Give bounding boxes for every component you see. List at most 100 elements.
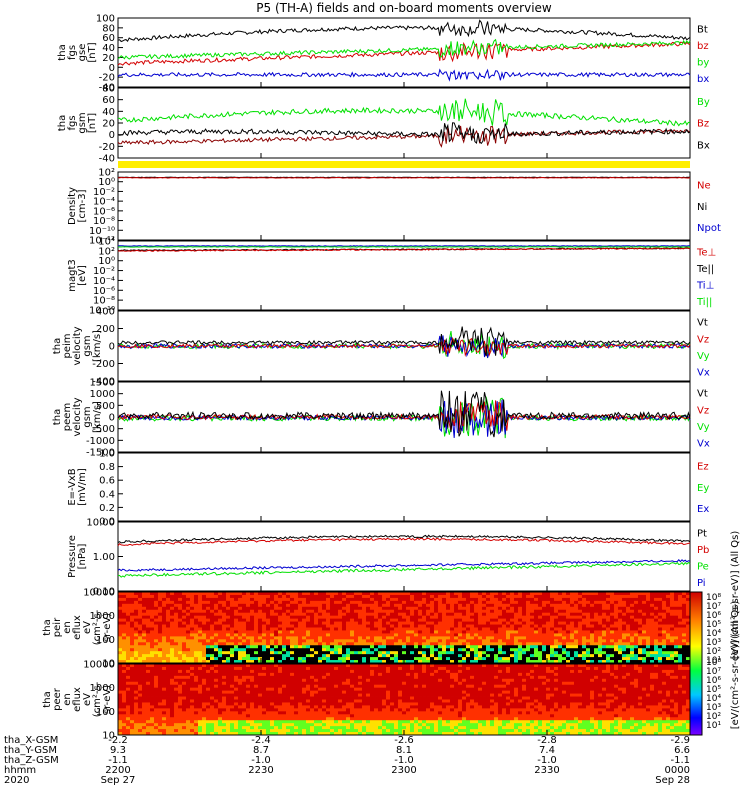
spectrogram-cell [158, 702, 163, 706]
spectrogram-cell [282, 705, 287, 709]
spectrogram-cell [250, 693, 255, 697]
spectrogram-cell [202, 633, 207, 637]
spectrogram-cell [178, 633, 183, 637]
spectrogram-cell [298, 684, 303, 689]
spectrogram-cell [298, 606, 303, 611]
spectrogram-cell [146, 681, 151, 686]
spectrogram-cell [450, 651, 455, 655]
spectrogram-cell [614, 615, 619, 620]
y-tick-label: 60 [102, 33, 115, 44]
spectrogram-cell [438, 627, 443, 631]
spectrogram-cell [474, 624, 479, 628]
spectrogram-cell [122, 690, 127, 694]
spectrogram-cell [546, 660, 551, 664]
spectrogram-cell [674, 645, 679, 649]
spectrogram-cell [562, 648, 567, 652]
spectrogram-cell [282, 732, 287, 736]
spectrogram-cell [262, 687, 267, 692]
spectrogram-cell [542, 621, 547, 625]
spectrogram-cell [482, 648, 487, 652]
spectrogram-cell [466, 621, 471, 625]
spectrogram-cell [358, 654, 363, 658]
spectrogram-cell [642, 594, 647, 599]
spectrogram-cell [234, 624, 239, 628]
spectrogram-cell [514, 633, 519, 637]
spectrogram-cell [170, 592, 175, 596]
spectrogram-cell [530, 618, 535, 622]
spectrogram-cell [574, 612, 579, 617]
spectrogram-cell [546, 627, 551, 631]
spectrogram-cell [298, 600, 303, 605]
spectrogram-cell [406, 645, 411, 649]
spectrogram-cell [242, 621, 247, 625]
spectrogram-cell [318, 651, 323, 655]
spectrogram-cell [122, 648, 127, 652]
spectrogram-cell [398, 654, 403, 658]
spectrogram-cell [542, 645, 547, 649]
spectrogram-cell [302, 672, 307, 677]
spectrogram-cell [334, 654, 339, 658]
spectrogram-cell [286, 639, 291, 643]
spectrogram-cell [622, 592, 627, 596]
spectrogram-cell [238, 597, 243, 602]
spectrogram-cell [622, 603, 627, 608]
spectrogram-cell [374, 615, 379, 620]
spectrogram-cell [594, 651, 599, 655]
spectrogram-cell [310, 672, 315, 677]
spectrogram-cell [306, 606, 311, 611]
spectrogram-cell [166, 633, 171, 637]
spectrogram-cell [174, 615, 179, 620]
spectrogram-cell [434, 615, 439, 620]
spectrogram-cell [218, 621, 223, 625]
spectrogram-cell [614, 630, 619, 634]
spectrogram-cell [322, 669, 327, 674]
spectrogram-cell [434, 603, 439, 608]
spectrogram-cell [278, 597, 283, 602]
spectrogram-cell [198, 630, 203, 634]
spectrogram-cell [310, 648, 315, 652]
spectrogram-cell [122, 708, 127, 712]
spectrogram-cell [142, 681, 147, 686]
spectrogram-cell [286, 633, 291, 637]
spectrogram-cell [194, 621, 199, 625]
spectrogram-cell [518, 654, 523, 658]
spectrogram-cell [202, 615, 207, 620]
spectrogram-cell [558, 612, 563, 617]
spectrogram-cell [638, 657, 643, 661]
spectrogram-cell [178, 696, 183, 700]
spectrogram-cell [406, 648, 411, 652]
spectrogram-cell [214, 726, 219, 730]
spectrogram-cell [266, 687, 271, 692]
spectrogram-cell [378, 633, 383, 637]
spectrogram-cell [554, 627, 559, 631]
spectrogram-cell [274, 636, 279, 640]
spectrogram-cell [222, 630, 227, 634]
spectrogram-cell [538, 660, 543, 664]
spectrogram-cell [178, 690, 183, 694]
spectrogram-cell [534, 609, 539, 614]
spectrogram-cell [118, 612, 123, 617]
spectrogram-cell [130, 681, 135, 686]
spectrogram-cell [266, 720, 271, 724]
spectrogram-cell [426, 642, 431, 646]
spectrogram-cell [210, 726, 215, 730]
spectrogram-cell [158, 645, 163, 649]
spectrogram-cell [190, 664, 195, 668]
spectrogram-cell [194, 618, 199, 622]
spectrogram-cell [282, 669, 287, 674]
spectrogram-cell [350, 621, 355, 625]
spectrogram-cell [494, 651, 499, 655]
spectrogram-cell [262, 594, 267, 599]
spectrogram-cell [158, 666, 163, 671]
spectrogram-cell [130, 720, 135, 724]
spectrogram-cell [218, 693, 223, 697]
spectrogram-cell [198, 594, 203, 599]
spectrogram-cell [658, 648, 663, 652]
spectrogram-cell [166, 651, 171, 655]
spectrogram-cell [322, 597, 327, 602]
spectrogram-cell [218, 597, 223, 602]
spectrogram-cell [138, 657, 143, 661]
spectrogram-cell [246, 717, 251, 721]
spectrogram-cell [306, 621, 311, 625]
spectrogram-cell [310, 633, 315, 637]
